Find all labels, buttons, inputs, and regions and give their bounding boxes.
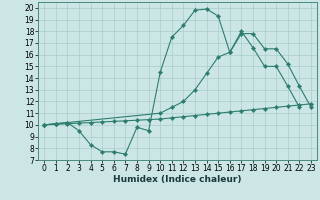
X-axis label: Humidex (Indice chaleur): Humidex (Indice chaleur)	[113, 175, 242, 184]
